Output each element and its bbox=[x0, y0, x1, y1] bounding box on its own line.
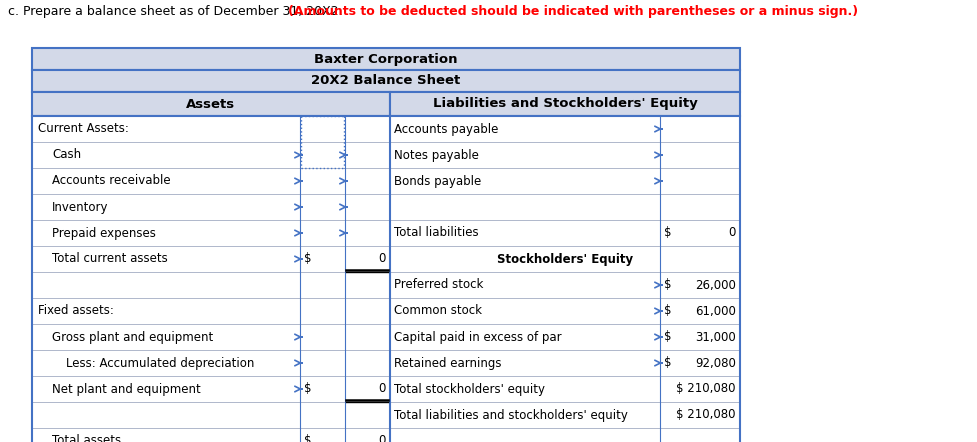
Text: Net plant and equipment: Net plant and equipment bbox=[52, 382, 200, 396]
Text: $: $ bbox=[663, 226, 671, 240]
Text: Less: Accumulated depreciation: Less: Accumulated depreciation bbox=[65, 357, 254, 370]
Bar bbox=[390, 194, 740, 220]
Text: 26,000: 26,000 bbox=[695, 278, 736, 292]
Text: $: $ bbox=[304, 252, 312, 266]
Text: Accounts payable: Accounts payable bbox=[394, 122, 498, 136]
Text: Total stockholders' equity: Total stockholders' equity bbox=[394, 382, 544, 396]
Text: Capital paid in excess of par: Capital paid in excess of par bbox=[394, 331, 561, 343]
Text: 0: 0 bbox=[728, 226, 736, 240]
Bar bbox=[32, 70, 740, 92]
Bar bbox=[32, 168, 390, 194]
Bar bbox=[32, 48, 740, 70]
Bar bbox=[32, 376, 390, 402]
Text: 61,000: 61,000 bbox=[695, 305, 736, 317]
Bar bbox=[32, 116, 390, 142]
Bar bbox=[32, 92, 390, 116]
Text: $: $ bbox=[663, 357, 671, 370]
Bar bbox=[32, 246, 390, 272]
Text: 0: 0 bbox=[378, 252, 386, 266]
Text: Liabilities and Stockholders' Equity: Liabilities and Stockholders' Equity bbox=[432, 98, 697, 110]
Text: Retained earnings: Retained earnings bbox=[394, 357, 501, 370]
Text: Total liabilities: Total liabilities bbox=[394, 226, 478, 240]
Bar bbox=[32, 220, 390, 246]
Bar bbox=[390, 168, 740, 194]
Bar bbox=[390, 298, 740, 324]
Text: Total current assets: Total current assets bbox=[52, 252, 168, 266]
Text: Current Assets:: Current Assets: bbox=[38, 122, 129, 136]
Bar bbox=[32, 428, 390, 442]
Bar bbox=[390, 428, 740, 442]
Bar bbox=[390, 272, 740, 298]
Text: 31,000: 31,000 bbox=[695, 331, 736, 343]
Text: Total liabilities and stockholders' equity: Total liabilities and stockholders' equi… bbox=[394, 408, 627, 422]
Text: $: $ bbox=[663, 331, 671, 343]
Text: Accounts receivable: Accounts receivable bbox=[52, 175, 170, 187]
Bar bbox=[390, 376, 740, 402]
Bar bbox=[390, 246, 740, 272]
Bar bbox=[32, 142, 390, 168]
Text: Total assets: Total assets bbox=[52, 434, 121, 442]
Text: 92,080: 92,080 bbox=[695, 357, 736, 370]
Text: 20X2 Balance Sheet: 20X2 Balance Sheet bbox=[311, 75, 460, 88]
Text: Inventory: Inventory bbox=[52, 201, 108, 213]
Bar bbox=[390, 402, 740, 428]
Bar bbox=[390, 142, 740, 168]
Text: $: $ bbox=[663, 305, 671, 317]
Text: $ 210,080: $ 210,080 bbox=[676, 408, 736, 422]
Text: Notes payable: Notes payable bbox=[394, 149, 479, 161]
Bar bbox=[32, 324, 390, 350]
Bar bbox=[390, 116, 740, 142]
Bar bbox=[32, 116, 740, 442]
Bar bbox=[32, 194, 390, 220]
Text: Stockholders' Equity: Stockholders' Equity bbox=[496, 252, 632, 266]
Bar bbox=[390, 324, 740, 350]
Text: Preferred stock: Preferred stock bbox=[394, 278, 483, 292]
Text: Gross plant and equipment: Gross plant and equipment bbox=[52, 331, 213, 343]
Text: 0: 0 bbox=[378, 382, 386, 396]
Text: Assets: Assets bbox=[187, 98, 235, 110]
Text: (Amounts to be deducted should be indicated with parentheses or a minus sign.): (Amounts to be deducted should be indica… bbox=[287, 5, 857, 19]
Text: Prepaid expenses: Prepaid expenses bbox=[52, 226, 155, 240]
Bar bbox=[32, 272, 390, 298]
Text: Fixed assets:: Fixed assets: bbox=[38, 305, 113, 317]
Text: 0: 0 bbox=[378, 434, 386, 442]
Text: $: $ bbox=[663, 278, 671, 292]
Text: Common stock: Common stock bbox=[394, 305, 482, 317]
Text: $: $ bbox=[304, 382, 312, 396]
Text: $ 210,080: $ 210,080 bbox=[676, 382, 736, 396]
Bar bbox=[32, 298, 390, 324]
Text: $: $ bbox=[304, 434, 312, 442]
Text: Cash: Cash bbox=[52, 149, 81, 161]
Bar bbox=[390, 220, 740, 246]
Bar bbox=[390, 92, 740, 116]
Bar bbox=[32, 350, 390, 376]
Text: Baxter Corporation: Baxter Corporation bbox=[314, 53, 457, 65]
Text: c. Prepare a balance sheet as of December 31, 20X2.: c. Prepare a balance sheet as of Decembe… bbox=[8, 5, 346, 19]
Bar bbox=[32, 402, 390, 428]
Text: Bonds payable: Bonds payable bbox=[394, 175, 481, 187]
Bar bbox=[390, 350, 740, 376]
